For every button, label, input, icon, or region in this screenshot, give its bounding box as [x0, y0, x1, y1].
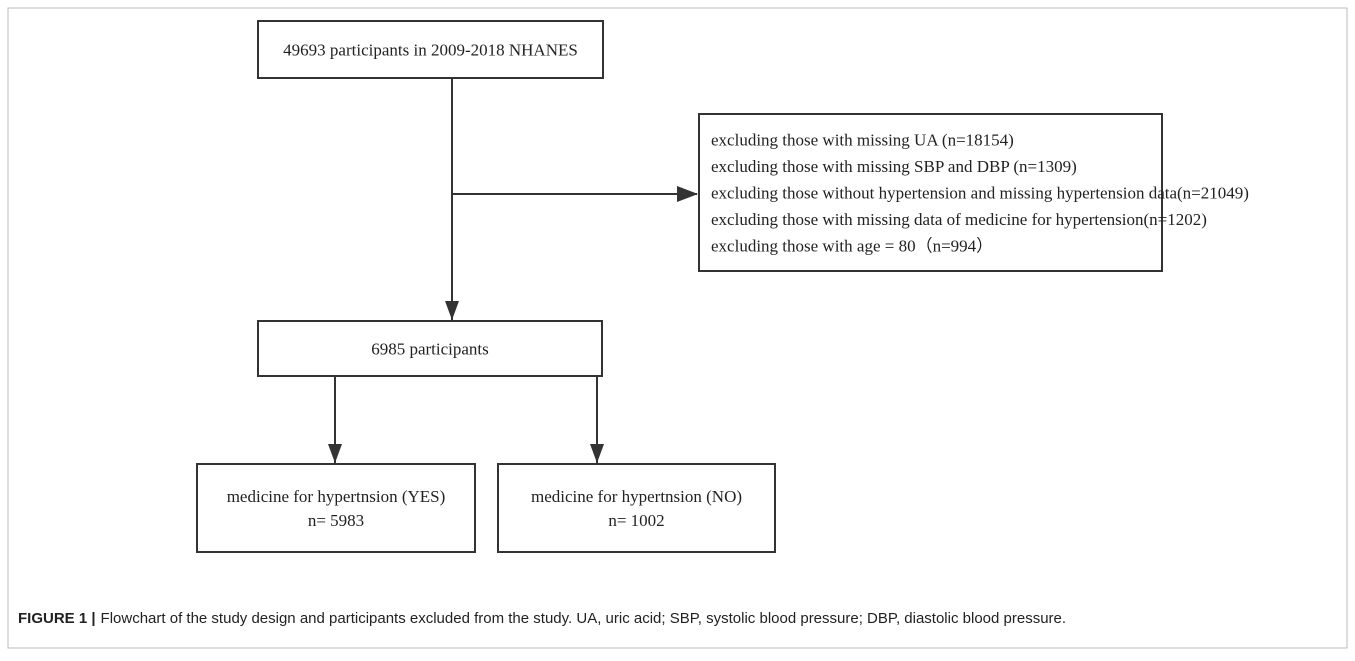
box-text: excluding those without hypertension and…: [711, 184, 1249, 203]
caption-text: Flowchart of the study design and partic…: [101, 610, 1067, 627]
box-text: 49693 participants in 2009-2018 NHANES: [283, 41, 578, 60]
box-text: excluding those with missing UA (n=18154…: [711, 131, 1014, 150]
box-text: excluding those with age = 80（n=994）: [711, 237, 993, 256]
box-text: medicine for hypertnsion (YES): [227, 487, 446, 506]
caption: FIGURE 1 | Flowchart of the study design …: [18, 610, 1066, 627]
flow-box: [497, 463, 776, 553]
box-text: excluding those with missing SBP and DBP…: [711, 157, 1077, 176]
flow-box: [698, 113, 1163, 272]
box-text: excluding those with missing data of med…: [711, 210, 1207, 229]
caption-label: FIGURE 1 |: [18, 610, 96, 627]
figure-frame: [7, 7, 1348, 649]
flow-box: [257, 20, 604, 79]
box-text: n= 1002: [608, 511, 664, 530]
box-text: 6985 participants: [371, 340, 489, 359]
box-text: medicine for hypertnsion (NO): [531, 487, 742, 506]
flow-box: [196, 463, 476, 553]
arrow-head: [677, 186, 698, 202]
flow-box: [257, 320, 603, 377]
box-text: n= 5983: [308, 511, 364, 530]
